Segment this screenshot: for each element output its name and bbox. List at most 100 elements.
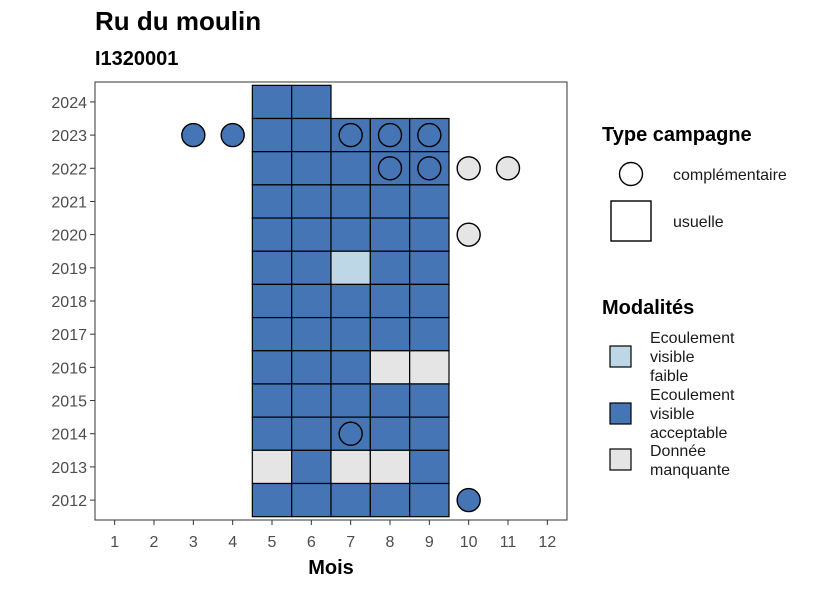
legend-modalites-title: Modalités — [602, 297, 694, 319]
tile-usuelle-2021-6 — [291, 184, 332, 219]
y-tick-label-2022: 2022 — [51, 161, 87, 178]
tile-usuelle-2020-7 — [330, 217, 371, 252]
point-complementaire-2022-11 — [495, 156, 521, 181]
tile-usuelle-2018-9 — [409, 283, 450, 319]
y-tick-label-2024: 2024 — [51, 95, 87, 112]
x-tick-label-5: 5 — [268, 534, 277, 551]
y-tick-label-2012: 2012 — [51, 493, 87, 510]
tile-usuelle-2020-5 — [251, 217, 293, 252]
tile-usuelle-2017-6 — [291, 316, 332, 352]
tile-usuelle-2019-5 — [251, 250, 293, 286]
tile-usuelle-2016-7 — [330, 350, 371, 385]
chart-title: Ru du moulin — [95, 6, 261, 36]
y-tick-label-2019: 2019 — [51, 261, 87, 278]
tile-usuelle-2013-7 — [330, 449, 371, 485]
tile-usuelle-2019-8 — [369, 250, 411, 286]
tile-usuelle-2015-7 — [330, 383, 371, 418]
legend-key-acceptable — [609, 402, 632, 425]
x-tick-label-11: 11 — [500, 534, 517, 551]
legend-type-campagne-title: Type campagne — [602, 124, 752, 146]
point-complementaire-2023-3 — [181, 122, 206, 148]
tile-usuelle-2021-5 — [251, 184, 293, 219]
y-tick-label-2023: 2023 — [51, 128, 87, 145]
legend-label-manquante-line-1: Donnée — [650, 443, 706, 460]
y-tick-label-2021: 2021 — [51, 194, 87, 211]
y-tick-label-2017: 2017 — [51, 327, 87, 344]
tile-usuelle-2015-6 — [291, 383, 332, 418]
tile-usuelle-2012-8 — [369, 482, 411, 518]
tile-usuelle-2012-9 — [409, 482, 450, 518]
x-tick-label-6: 6 — [307, 534, 316, 551]
tile-usuelle-2022-6 — [291, 151, 332, 186]
point-complementaire-2022-8 — [377, 156, 403, 181]
tile-usuelle-2024-5 — [251, 84, 293, 120]
legend-label-acceptable-line-3: acceptable — [650, 425, 727, 442]
y-tick-label-2014: 2014 — [51, 427, 87, 444]
legend: Type campagne complémentaire usuelle Modali… — [602, 124, 787, 479]
point-complementaire-2023-9 — [417, 122, 442, 148]
tile-usuelle-2023-6 — [291, 117, 332, 153]
legend-label-usuelle: usuelle — [673, 214, 724, 231]
tile-usuelle-2022-7 — [330, 151, 371, 186]
tile-usuelle-2015-8 — [369, 383, 411, 418]
legend-key-usuelle — [610, 200, 652, 242]
y-tick-label-2018: 2018 — [51, 294, 87, 311]
y-tick-label-2016: 2016 — [51, 360, 87, 377]
x-tick-label-7: 7 — [346, 534, 355, 551]
x-tick-label-12: 12 — [538, 534, 556, 551]
tile-usuelle-2012-5 — [251, 482, 293, 518]
x-axis-label: Mois — [308, 557, 354, 579]
x-tick-label-2: 2 — [150, 534, 159, 551]
tile-usuelle-2019-9 — [409, 250, 450, 286]
tile-usuelle-2016-5 — [251, 350, 293, 385]
point-complementaire-2014-7 — [338, 421, 363, 446]
tile-usuelle-2013-6 — [291, 449, 332, 485]
legend-label-acceptable-line-2: visible — [650, 406, 695, 423]
tile-usuelle-2014-8 — [369, 416, 411, 451]
plot-marks — [95, 82, 567, 520]
tile-usuelle-2018-6 — [291, 283, 332, 319]
tile-usuelle-2014-9 — [409, 416, 450, 451]
point-complementaire-2022-9 — [417, 156, 442, 181]
chart-subtitle: I1320001 — [95, 48, 178, 70]
point-complementaire-2023-4 — [220, 122, 245, 148]
tile-usuelle-2017-8 — [369, 316, 411, 352]
tile-usuelle-2012-7 — [330, 482, 371, 518]
tile-usuelle-2016-6 — [291, 350, 332, 385]
tile-usuelle-2013-9 — [409, 449, 450, 485]
plot-axes: 1 2 3 4 5 6 7 8 9 10 11 122012201320142015201620172… — [51, 81, 568, 551]
tile-usuelle-2020-9 — [409, 217, 450, 252]
legend-key-faible — [609, 345, 632, 368]
tile-usuelle-2017-9 — [409, 316, 450, 352]
tile-usuelle-2022-5 — [251, 151, 293, 186]
tile-usuelle-2013-5 — [251, 449, 293, 485]
point-complementaire-2023-7 — [338, 122, 363, 148]
tile-usuelle-2013-8 — [369, 449, 411, 485]
point-complementaire-2022-10 — [456, 156, 481, 181]
y-tick-label-2013: 2013 — [51, 460, 87, 477]
tile-usuelle-2024-6 — [291, 84, 332, 120]
tile-usuelle-2017-7 — [330, 316, 371, 352]
tile-usuelle-2019-6 — [291, 250, 332, 286]
tile-usuelle-2020-8 — [369, 217, 411, 252]
tile-usuelle-2019-7 — [330, 250, 371, 286]
x-tick-label-4: 4 — [228, 534, 237, 551]
legend-label-faible-line-1: Ecoulement — [650, 330, 735, 347]
tile-usuelle-2023-5 — [251, 117, 293, 153]
legend-key-complementaire — [618, 161, 644, 187]
legend-label-acceptable-line-1: Ecoulement — [650, 387, 735, 404]
tile-usuelle-2012-6 — [291, 482, 332, 518]
tile-usuelle-2018-7 — [330, 283, 371, 319]
tile-usuelle-2016-8 — [369, 350, 411, 385]
tile-usuelle-2018-8 — [369, 283, 411, 319]
tile-usuelle-2020-6 — [291, 217, 332, 252]
legend-label-faible-line-2: visible — [650, 349, 695, 366]
legend-key-manquante — [609, 448, 632, 471]
tile-usuelle-2021-8 — [369, 184, 411, 219]
y-tick-label-2020: 2020 — [51, 228, 87, 245]
legend-label-complementaire: complémentaire — [673, 167, 787, 184]
tile-usuelle-2016-9 — [409, 350, 450, 385]
tile-usuelle-2018-5 — [251, 283, 293, 319]
x-tick-label-8: 8 — [386, 534, 395, 551]
